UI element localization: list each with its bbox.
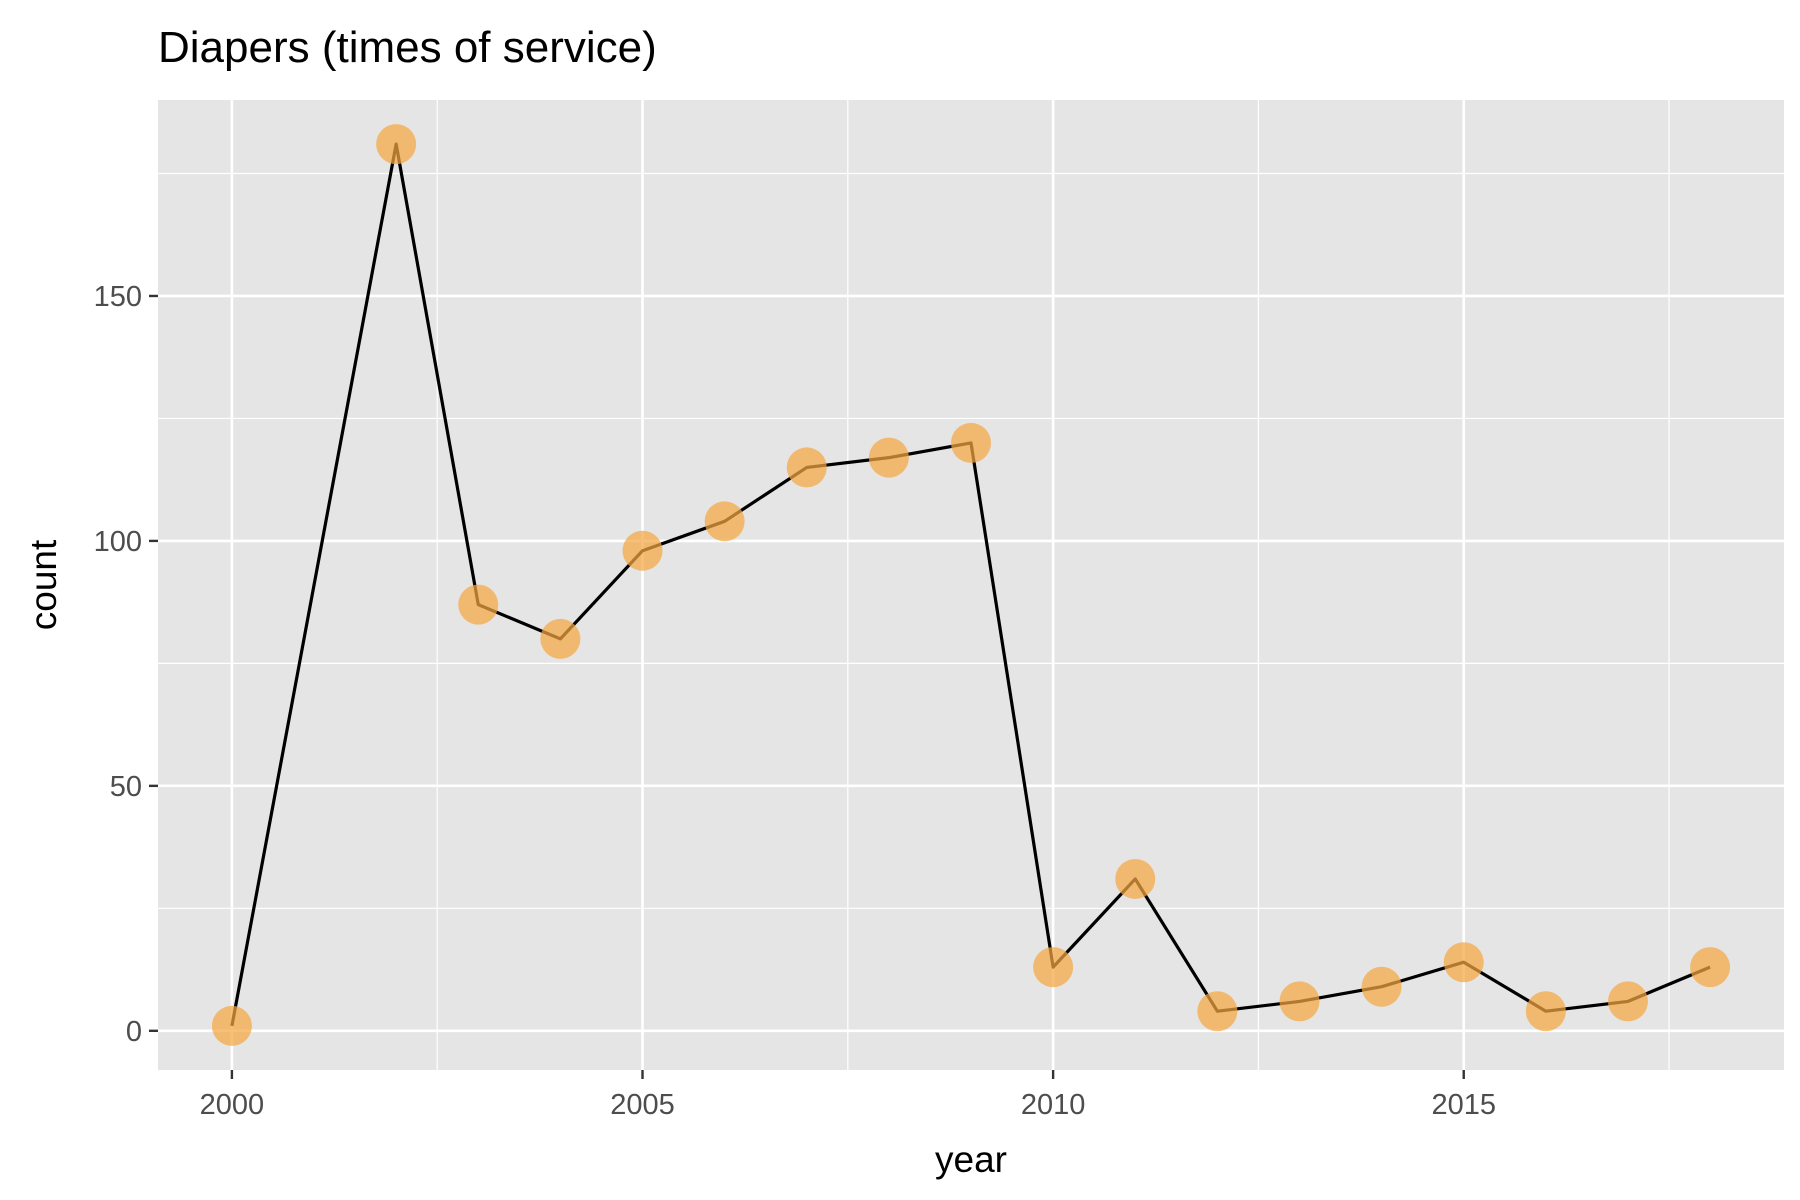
- data-point: [622, 530, 663, 571]
- chart-title: Diapers (times of service): [158, 23, 657, 72]
- data-point: [1690, 947, 1731, 988]
- x-tick-label: 2015: [1431, 1089, 1496, 1121]
- data-point: [786, 447, 827, 488]
- data-point: [868, 437, 909, 478]
- data-point: [1197, 991, 1238, 1032]
- data-point: [376, 124, 417, 165]
- data-point: [211, 1005, 252, 1046]
- x-axis: 2000 2005 2010 2015: [200, 1070, 1496, 1121]
- y-tick-label: 100: [94, 526, 142, 558]
- grid-minor: [158, 100, 1784, 1070]
- y-tick-label: 150: [94, 281, 142, 313]
- series-layer: [211, 124, 1731, 1046]
- x-axis-title: year: [935, 1139, 1007, 1180]
- y-axis-title: count: [23, 539, 64, 630]
- data-point: [540, 618, 581, 659]
- x-tick-label: 2000: [200, 1089, 265, 1121]
- data-point: [1443, 942, 1484, 983]
- y-tick-label: 50: [110, 771, 142, 803]
- data-point: [1361, 966, 1402, 1007]
- data-point: [1279, 981, 1320, 1022]
- data-point: [1115, 858, 1156, 899]
- grid-major: [158, 100, 1784, 1070]
- x-tick-label: 2010: [1021, 1089, 1086, 1121]
- y-axis: 0 50 100 150: [94, 281, 158, 1048]
- data-point: [1033, 947, 1074, 988]
- y-tick-label: 0: [126, 1016, 142, 1048]
- data-point: [1607, 981, 1648, 1022]
- data-point: [1525, 991, 1566, 1032]
- data-point: [704, 501, 745, 542]
- data-point: [458, 584, 499, 625]
- data-point: [951, 422, 991, 463]
- plot-panel: [158, 100, 1784, 1070]
- x-tick-label: 2005: [610, 1089, 675, 1121]
